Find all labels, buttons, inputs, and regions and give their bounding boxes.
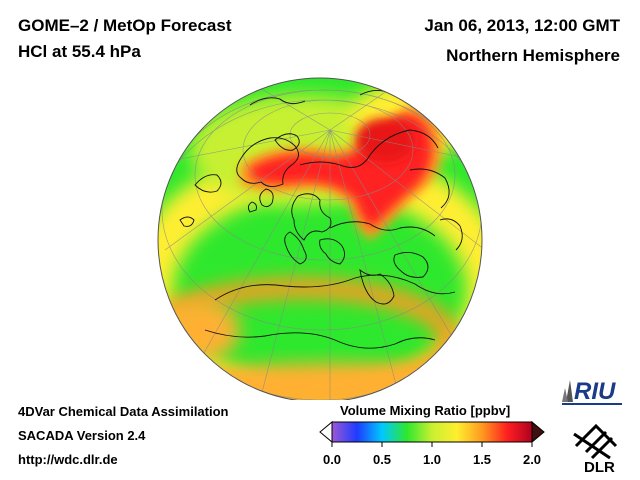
coastlines	[179, 90, 477, 349]
forecast-date: Jan 06, 2013, 12:00 GMT	[424, 16, 620, 35]
colorbar-tick-label: 0.5	[372, 452, 392, 467]
colorbar-max-arrow	[531, 420, 545, 444]
svg-text:RIU: RIU	[574, 378, 616, 405]
footer-line-2: SACADA Version 2.4	[18, 428, 146, 443]
map-title: GOME–2 / MetOp Forecast	[18, 16, 232, 35]
region-label: Northern Hemisphere	[446, 46, 620, 65]
colorbar-tick-label: 2.0	[522, 452, 542, 467]
svg-text:DLR: DLR	[584, 459, 615, 474]
riu-logo: RIU	[562, 378, 622, 405]
globe-map	[157, 77, 483, 400]
colorbar-tick-label: 1.5	[472, 452, 492, 467]
map-subtitle: HCl at 55.4 hPa	[18, 42, 141, 61]
colorbar-min-arrow	[319, 420, 333, 444]
colorbar-tick-label: 1.0	[422, 452, 442, 467]
colorbar	[319, 420, 545, 447]
colorbar-title: Volume Mixing Ratio [ppbv]	[340, 403, 511, 418]
globe-outline	[157, 77, 483, 400]
hcl-field	[158, 78, 482, 400]
footer-line-1: 4DVar Chemical Data Assimilation	[18, 404, 229, 419]
colorbar-bar	[331, 421, 533, 443]
colorbar-tick-label: 0.0	[322, 452, 342, 467]
footer-url: http://wdc.dlr.de	[18, 452, 118, 467]
dlr-logo: DLR	[573, 423, 618, 474]
